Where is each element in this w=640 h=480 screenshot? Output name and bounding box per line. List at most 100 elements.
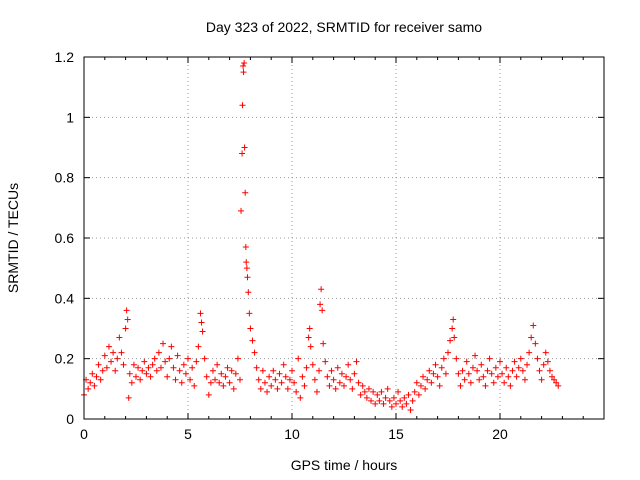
data-point bbox=[430, 370, 437, 377]
y-axis-label: SRMTID / TECUs bbox=[5, 183, 21, 293]
data-point bbox=[237, 376, 243, 383]
data-point bbox=[544, 358, 551, 365]
data-point bbox=[372, 400, 379, 407]
data-point bbox=[474, 367, 481, 374]
data-point bbox=[180, 361, 187, 368]
data-point bbox=[378, 388, 385, 395]
data-point bbox=[553, 379, 560, 386]
data-point bbox=[230, 385, 237, 392]
data-point bbox=[501, 379, 508, 386]
data-point bbox=[243, 265, 250, 272]
data-point bbox=[542, 349, 549, 356]
data-point bbox=[467, 379, 474, 386]
data-point bbox=[289, 367, 295, 374]
data-point bbox=[110, 349, 117, 356]
data-point bbox=[330, 376, 337, 383]
data-point bbox=[239, 102, 246, 109]
data-point bbox=[85, 385, 92, 392]
data-point bbox=[305, 334, 312, 341]
y-tick-label: 0.8 bbox=[55, 170, 75, 186]
data-point bbox=[276, 370, 283, 377]
data-point bbox=[207, 379, 214, 386]
data-point bbox=[528, 334, 535, 341]
data-point bbox=[492, 364, 499, 371]
data-point bbox=[403, 400, 410, 407]
data-point bbox=[261, 379, 268, 386]
data-point bbox=[185, 355, 191, 362]
data-point bbox=[243, 259, 250, 266]
data-point bbox=[172, 376, 179, 383]
data-point bbox=[507, 382, 514, 389]
data-point bbox=[422, 385, 429, 392]
data-point bbox=[393, 400, 399, 407]
data-point bbox=[178, 379, 185, 386]
data-point bbox=[240, 63, 247, 70]
data-point bbox=[214, 361, 221, 368]
data-point bbox=[130, 361, 137, 368]
data-point bbox=[139, 367, 146, 374]
data-point bbox=[534, 355, 541, 362]
data-point bbox=[116, 334, 123, 341]
data-point bbox=[341, 382, 347, 389]
data-point bbox=[515, 364, 522, 371]
data-point bbox=[307, 343, 314, 350]
data-point bbox=[193, 358, 200, 365]
data-point bbox=[195, 343, 202, 350]
data-point bbox=[244, 274, 251, 281]
data-point bbox=[232, 370, 239, 377]
plot-frame bbox=[83, 56, 605, 420]
data-point bbox=[91, 382, 98, 389]
data-point bbox=[442, 370, 449, 377]
data-point bbox=[212, 376, 219, 383]
data-point bbox=[503, 364, 510, 371]
data-point bbox=[453, 355, 460, 362]
data-point bbox=[145, 364, 152, 371]
data-point bbox=[334, 364, 341, 371]
data-point bbox=[93, 373, 100, 380]
data-point bbox=[499, 370, 506, 377]
data-point bbox=[411, 388, 418, 395]
data-point bbox=[97, 376, 104, 383]
data-point bbox=[407, 406, 414, 413]
data-point bbox=[526, 349, 533, 356]
data-point bbox=[447, 337, 454, 344]
y-tick-label: 1 bbox=[66, 109, 74, 125]
data-point bbox=[291, 379, 298, 386]
data-point bbox=[157, 364, 164, 371]
data-point bbox=[112, 367, 119, 374]
data-point bbox=[345, 361, 352, 368]
data-point bbox=[361, 388, 368, 395]
data-point bbox=[480, 373, 487, 380]
data-point bbox=[368, 397, 375, 404]
data-point bbox=[122, 325, 129, 332]
data-point bbox=[137, 376, 144, 383]
data-point bbox=[168, 343, 175, 350]
data-point bbox=[521, 376, 528, 383]
data-point bbox=[264, 388, 271, 395]
data-point bbox=[205, 391, 212, 398]
data-point bbox=[143, 370, 150, 377]
data-point bbox=[365, 385, 372, 392]
data-point bbox=[218, 370, 225, 377]
data-point bbox=[299, 373, 306, 380]
data-point bbox=[198, 319, 205, 326]
data-point bbox=[270, 367, 277, 374]
data-point bbox=[440, 355, 447, 362]
data-point bbox=[293, 388, 300, 395]
data-point bbox=[324, 373, 331, 380]
data-point bbox=[141, 358, 148, 365]
data-point bbox=[151, 355, 158, 362]
data-point bbox=[246, 310, 253, 317]
data-point bbox=[465, 370, 472, 377]
data-point bbox=[551, 376, 558, 383]
data-point bbox=[268, 382, 275, 389]
data-point bbox=[555, 382, 562, 389]
data-point bbox=[490, 379, 497, 386]
data-point bbox=[126, 370, 133, 377]
data-point bbox=[326, 382, 333, 389]
data-point bbox=[319, 307, 326, 314]
data-point bbox=[247, 325, 254, 332]
data-point bbox=[245, 289, 252, 296]
data-point bbox=[530, 322, 537, 329]
